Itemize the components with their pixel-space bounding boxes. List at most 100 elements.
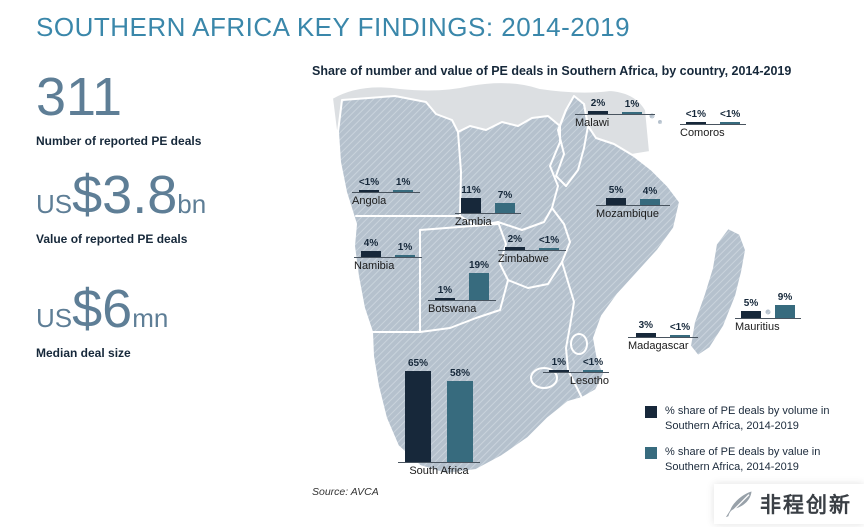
value-percent-label: <1% xyxy=(720,109,741,120)
volume-bar xyxy=(405,371,431,462)
stat-value: 311 xyxy=(36,70,296,124)
volume-bar xyxy=(588,111,608,114)
volume-percent-label: 2% xyxy=(507,234,523,246)
value-bar xyxy=(538,247,559,250)
chart-legend: % share of PE deals by volume in Souther… xyxy=(645,404,853,474)
value-bar xyxy=(395,254,415,257)
chart-baseline xyxy=(352,192,420,193)
stat-prefix: US xyxy=(36,189,73,219)
watermark-text: 非程创新 xyxy=(760,494,852,517)
country-chart-botswana: 1% 19% Botswana xyxy=(428,260,496,315)
stat-deal-value: US$3.8bn Value of reported PE deals xyxy=(36,168,296,246)
madagascar-shape xyxy=(688,226,748,358)
country-label: Zambia xyxy=(455,215,492,228)
value-bar xyxy=(622,111,642,114)
value-percent-label: 58% xyxy=(449,367,470,379)
country-chart-zimbabwe: 2% <1% Zimbabwe xyxy=(498,234,566,265)
country-chart-angola: <1% 1% Angola xyxy=(352,177,420,207)
volume-percent-label: 4% xyxy=(363,238,379,250)
stat-number: $6 xyxy=(72,279,133,339)
mauritius-island xyxy=(764,308,772,316)
page-title: SOUTHERN AFRICA KEY FINDINGS: 2014-2019 xyxy=(36,12,631,42)
feather-icon xyxy=(725,491,752,518)
volume-bar xyxy=(548,370,569,372)
volume-percent-label: 1% xyxy=(437,284,453,296)
country-chart-madagascar: 3% <1% Madagascar xyxy=(628,320,698,352)
volume-bar xyxy=(504,247,525,250)
volume-percent-label: 5% xyxy=(608,185,624,196)
value-percent-label: 7% xyxy=(497,190,513,202)
volume-bar xyxy=(358,190,379,192)
volume-bar xyxy=(434,297,455,300)
stat-deal-count: 311 Number of reported PE deals xyxy=(36,70,296,148)
chart-baseline xyxy=(680,124,746,125)
country-chart-comoros: <1% <1% Comoros xyxy=(680,109,746,139)
country-label: Mozambique xyxy=(596,208,659,220)
chart-baseline xyxy=(354,256,422,258)
value-bar xyxy=(669,334,690,337)
value-bar xyxy=(447,380,473,462)
volume-bar xyxy=(685,122,706,124)
stat-median-size: US$6mn Median deal size xyxy=(36,282,296,360)
country-label: Madagascar xyxy=(628,339,689,352)
source-note: Source: AVCA xyxy=(312,486,379,498)
value-bar xyxy=(720,122,741,124)
country-label: Lesotho xyxy=(569,375,609,387)
value-percent-label: 19% xyxy=(468,260,489,272)
value-bar xyxy=(582,370,603,372)
volume-percent-label: 11% xyxy=(461,184,481,196)
volume-percent-label: <1% xyxy=(358,177,380,188)
value-bar xyxy=(393,190,414,192)
legend-label: % share of PE deals by value in Southern… xyxy=(665,445,821,473)
comoros-island xyxy=(657,119,663,125)
volume-bar xyxy=(741,310,761,318)
country-chart-mauritius: 5% 9% Mauritius xyxy=(735,292,801,333)
region-landmass-shape xyxy=(337,95,681,475)
volume-percent-label: 1% xyxy=(551,357,567,368)
value-percent-label: 9% xyxy=(777,292,793,304)
volume-percent-label: 2% xyxy=(590,98,606,110)
legend-label: % share of PE deals by volume in Souther… xyxy=(665,405,830,432)
lesotho-shape xyxy=(530,367,558,389)
chart-baseline xyxy=(628,336,698,338)
stat-suffix: bn xyxy=(177,189,207,219)
country-label: Botswana xyxy=(428,302,477,315)
country-chart-namibia: 4% 1% Namibia xyxy=(354,238,422,272)
stat-number: $3.8 xyxy=(72,165,178,225)
chart-baseline xyxy=(596,205,670,206)
country-label: Angola xyxy=(352,195,387,207)
country-label: Comoros xyxy=(680,127,725,139)
country-chart-lesotho: 1% <1% Lesotho xyxy=(543,357,609,387)
stat-number: 311 xyxy=(36,67,123,127)
stat-value: US$3.8bn xyxy=(36,168,296,222)
value-percent-label: 1% xyxy=(397,241,413,253)
value-bar xyxy=(775,305,795,318)
legend-swatch xyxy=(645,406,657,418)
legend-item: % share of PE deals by volume in Souther… xyxy=(645,404,853,434)
volume-percent-label: 5% xyxy=(743,297,759,309)
country-chart-mozambique: 5% 4% Mozambique xyxy=(596,185,670,220)
value-bar xyxy=(640,199,660,205)
legend-item: % share of PE deals by value in Southern… xyxy=(645,445,853,475)
chart-baseline xyxy=(575,113,655,115)
comoros-island xyxy=(648,112,656,120)
stat-label: Median deal size xyxy=(36,346,131,360)
chart-baseline xyxy=(735,317,801,319)
volume-percent-label: 65% xyxy=(407,358,428,369)
legend-swatch xyxy=(645,446,657,459)
country-chart-zambia: 11% 7% Zambia xyxy=(455,185,521,228)
volume-bar xyxy=(606,198,626,205)
north-region-shape xyxy=(330,81,652,162)
value-percent-label: <1% xyxy=(582,357,604,368)
swaziland-shape xyxy=(570,333,588,355)
value-bar xyxy=(468,273,489,300)
country-label: Zimbabwe xyxy=(498,252,549,265)
stat-label: Value of reported PE deals xyxy=(36,232,188,246)
country-label: Mauritius xyxy=(735,320,780,333)
country-label: Malawi xyxy=(575,116,610,129)
value-percent-label: 4% xyxy=(642,186,658,198)
value-percent-label: 1% xyxy=(624,98,640,110)
volume-bar xyxy=(635,332,656,337)
value-bar xyxy=(495,203,515,213)
